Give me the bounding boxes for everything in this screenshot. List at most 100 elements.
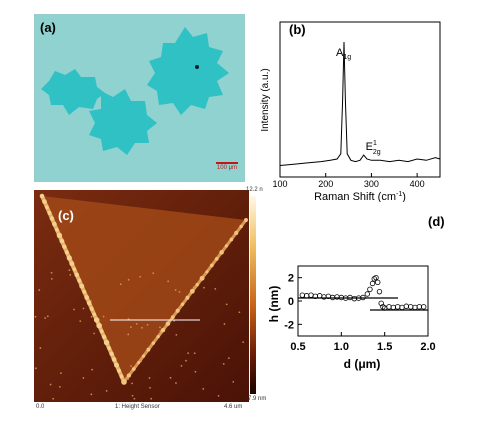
afm-edge-particle [93,317,100,323]
afm-surface-particle [34,315,37,318]
afm-surface-particle [148,377,151,379]
afm-surface-particle [52,397,55,400]
afm-surface-particle [131,382,133,385]
afm-edge-particle [66,255,72,261]
afm-surface-particle [59,372,62,375]
afm-surface-particle [217,394,220,397]
afm-edge-particle [141,354,146,358]
profile-point [303,293,310,299]
profile-x-tick-label: 1.5 [377,341,392,353]
afm-surface-particle [34,367,37,370]
afm-edge-particle [45,205,49,210]
afm-edge-particle [209,263,214,268]
colorbar-min: -7.9 nm [246,396,267,402]
profile-point [376,288,383,295]
afm-edge-particle [244,218,248,222]
flake-left [41,69,105,115]
afm-surface-particle [141,326,143,329]
afm-surface-particle [152,272,155,275]
afm-edge-particle [121,379,127,385]
afm-edge-particle [224,244,229,248]
afm-edge-particle [59,238,65,244]
afm-image [34,190,249,402]
flake-large [147,27,229,115]
profile-point [299,292,306,298]
afm-edge-particle [116,368,122,373]
afm-edge-particle [126,373,132,378]
raman-y-label: Intensity (a.u.) [260,68,271,131]
afm-edge-particle [234,230,239,236]
afm-x-end: 4.6 um [224,404,243,410]
afm-surface-particle [159,330,162,332]
afm-x-start: 0.0 [36,404,45,410]
profile-point [375,279,381,286]
afm-edge-particle [137,361,141,365]
afm-edge-particle [146,347,151,352]
afm-edge-particle [165,321,171,326]
flake-defect [195,65,199,69]
afm-surface-particle [58,385,61,388]
raman-x-tick-label: 300 [364,179,379,189]
afm-edge-particle [151,341,156,345]
afm-edge-particle [239,224,243,229]
profile-x-tick-label: 0.5 [290,341,305,353]
afm-surface-particle [194,370,197,373]
raman-x-tick-label: 100 [272,179,287,189]
afm-surface-particle [135,323,138,325]
afm-surface-particle [127,378,130,380]
afm-edge-particle [189,288,195,294]
panel-label-c: (c) [58,208,74,223]
panel-label-d: (d) [428,214,445,229]
afm-edge-particle [74,272,80,278]
profile-x-label: d (μm) [344,357,381,371]
afm-edge-particle [69,261,75,267]
afm-triangle-flake [42,196,246,382]
afm-surface-particle [130,326,132,329]
afm-surface-particle [223,323,226,325]
afm-edge-particle [101,334,107,340]
raman-series-line [279,41,441,166]
afm-surface-particle [203,286,205,289]
afm-edge-particle [109,351,114,357]
profile-point [316,293,323,299]
afm-surface-particle [180,364,183,367]
afm-edge-particle [199,275,205,281]
profile-point [390,304,397,311]
afm-surface-particle [149,386,151,389]
afm-edge-particle [96,322,102,329]
afm-surface-particle [90,315,93,318]
afm-surface-particle [79,320,82,323]
afm-edge-particle [170,315,175,320]
profile-y-tick-label: 2 [288,273,294,285]
afm-edge-particle [229,237,234,242]
afm-edge-particle [131,367,136,371]
profile-point [373,274,379,281]
profile-point [420,304,427,310]
afm-surface-particle [238,311,241,314]
afm-surface-particle [202,388,205,390]
height-profile-chart: 0.5 1.0 1.5 2.0 2 0 -2 h (nm) d (μm) [267,265,436,371]
afm-edge-particle [49,216,55,221]
afm-surface-particle [175,382,177,384]
afm-surface-particle [105,390,108,392]
afm-edge-particle [214,257,219,261]
afm-edge-particle [72,267,77,272]
raman-x-ticks: 100 200 300 400 [272,173,425,189]
afm-edge-particle [175,308,180,313]
afm-surface-particle [185,359,187,362]
afm-surface-particle [127,333,130,336]
afm-surface-particle [159,326,161,329]
scale-bar: 100 μm [216,162,238,171]
afm-surface-particle [50,277,53,280]
profile-x-tick-label: 2.0 [420,341,435,353]
afm-surface-particle [146,323,149,326]
raman-x-label: Raman Shift (cm-1) [314,191,406,202]
afm-edge-particle [52,221,57,227]
profile-y-tick-label: 0 [288,296,294,308]
afm-surface-particle [174,289,177,291]
profile-point [407,304,414,310]
afm-surface-particle [44,317,47,319]
afm-surface-particle [127,318,130,320]
afm-edge-particle [160,328,166,333]
flake-shapes [41,27,229,155]
